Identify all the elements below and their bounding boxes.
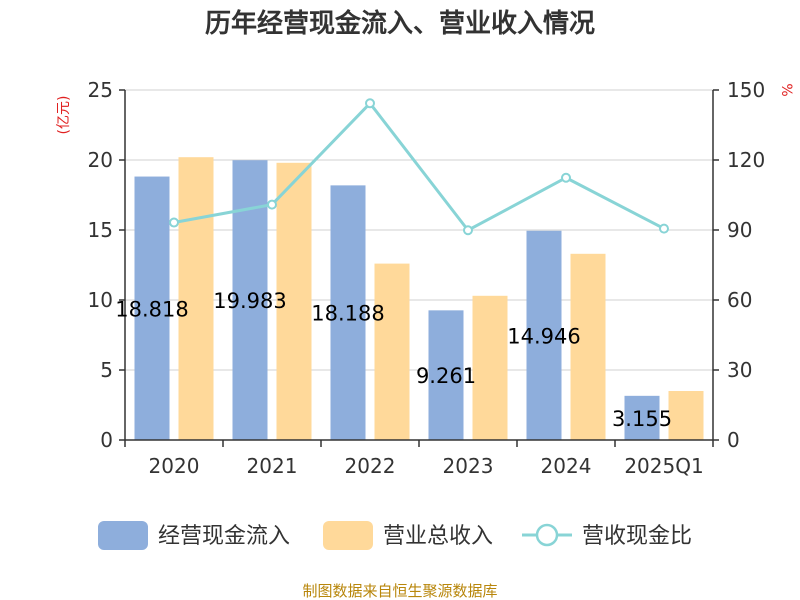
ratio-point [365,98,375,109]
bar-revenue [178,157,214,440]
legend-label: 营业总收入 [383,524,493,549]
right-axis-unit: % [778,83,794,96]
right-tick-label: 120 [727,148,765,172]
data-labels: 18.818 19.983 18.188 9.261 14.946 3.155 [115,289,672,431]
data-label: 3.155 [612,407,672,431]
bars [134,157,704,441]
left-tick-label: 0 [100,428,113,452]
x-tick-label: 2021 [247,454,298,478]
source-footer: 制图数据来自恒生聚源数据库 [302,582,497,600]
ratio-point [169,217,179,228]
right-tick-label: 60 [727,288,752,312]
legend-swatch [323,521,373,550]
x-tick-label: 2024 [541,454,592,478]
legend-label: 经营现金流入 [158,524,290,549]
legend-swatch [98,521,148,550]
chart-title: 历年经营现金流入、营业收入情况 [205,8,595,39]
x-tick-label: 2025Q1 [624,454,703,478]
data-label: 14.946 [507,324,580,348]
bar-revenue [668,391,704,440]
bar-revenue [374,263,410,440]
ratio-series-line [173,101,665,233]
left-tick-label: 15 [88,218,113,242]
x-tick-label: 2020 [149,454,200,478]
legend-label: 营收现金比 [582,524,692,549]
left-tick-label: 20 [88,148,113,172]
ratio-point [267,199,277,210]
bar-cash-inflow [428,310,464,440]
data-label: 18.188 [311,302,384,326]
ratio-line [169,98,669,236]
left-axis-unit: (亿元) [56,96,72,135]
grid-lines [125,89,713,371]
data-label: 9.261 [416,364,476,388]
right-tick-label: 30 [727,358,752,382]
bar-cash-inflow [134,176,170,440]
bar-revenue [472,295,508,440]
bar-cash-inflow [330,185,366,440]
ratio-point [561,172,571,183]
right-tick-label: 0 [727,428,740,452]
left-tick-label: 5 [100,358,113,382]
data-label: 19.983 [213,289,286,313]
bar-revenue [276,162,312,441]
ratio-point [463,225,473,236]
left-tick-label: 10 [88,288,113,312]
bar-cash-inflow [624,395,660,440]
bar-cash-inflow [526,230,562,440]
axes: 0 5 10 15 20 25 0 30 60 90 120 150 2020 2021 2022 2023 2… [88,78,766,478]
ratio-point [659,223,669,234]
data-label: 18.818 [115,297,188,321]
x-tick-label: 2023 [443,454,494,478]
left-tick-label: 25 [88,78,113,102]
legend-marker [535,523,559,547]
x-tick-label: 2022 [345,454,396,478]
legend: 经营现金流入 营业总收入 营收现金比 [98,521,692,550]
bar-revenue [570,253,606,440]
right-tick-label: 90 [727,218,752,242]
right-tick-label: 150 [727,78,765,102]
